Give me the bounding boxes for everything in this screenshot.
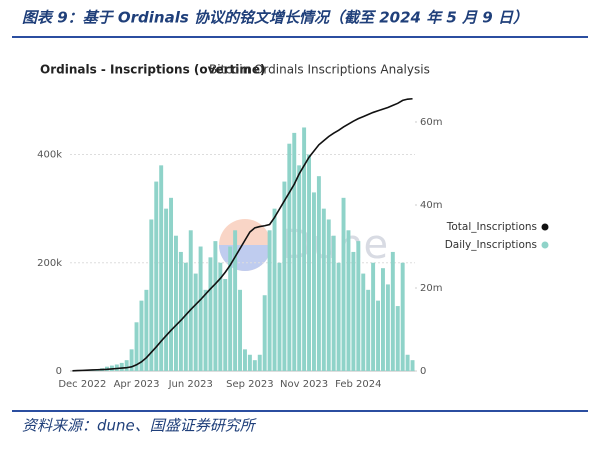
x-tick-label: Feb 2024	[335, 379, 381, 390]
bar	[233, 230, 238, 371]
bar	[134, 322, 139, 371]
bar	[287, 143, 292, 371]
bar	[331, 235, 336, 371]
legend-label: Total_Inscriptions	[446, 221, 537, 233]
chart-title: Ordinals - Inscriptions (overtime)	[40, 63, 265, 77]
x-tick-label: Nov 2023	[280, 379, 328, 390]
bar	[238, 289, 243, 371]
bar	[292, 132, 297, 371]
bar	[252, 360, 257, 371]
legend-swatch	[541, 241, 549, 249]
x-tick-label: Jun 2023	[168, 379, 213, 390]
bar	[366, 289, 371, 371]
x-tick-label: Apr 2023	[114, 379, 160, 390]
bar	[316, 176, 321, 371]
bar	[341, 197, 346, 371]
bar	[267, 230, 272, 371]
bar	[213, 241, 218, 371]
bar	[311, 192, 316, 371]
bar	[410, 360, 415, 371]
y2-tick-label: 40m	[420, 200, 442, 211]
bar	[282, 181, 287, 371]
bar	[203, 289, 208, 371]
y2-tick-label: 60m	[420, 117, 442, 128]
bar	[336, 262, 341, 371]
bar	[139, 300, 144, 371]
x-tick-label: Dec 2022	[58, 379, 106, 390]
bar	[218, 262, 223, 371]
y-tick-label: 0	[56, 366, 62, 377]
x-tick-label: Sep 2023	[226, 379, 273, 390]
bar	[361, 273, 366, 371]
bar	[178, 251, 183, 371]
bar	[321, 208, 326, 371]
bar	[242, 349, 247, 371]
bar	[183, 262, 188, 371]
bar	[149, 219, 154, 371]
bar	[124, 360, 129, 371]
y-tick-label: 400k	[37, 150, 62, 161]
bar	[173, 235, 178, 371]
y2-tick-label: 20m	[420, 283, 442, 294]
bar	[144, 289, 149, 371]
bar	[277, 262, 282, 371]
bar	[351, 251, 356, 371]
bar	[257, 354, 262, 371]
bar	[376, 300, 381, 371]
bar	[405, 354, 410, 371]
chart-subtitle: Bitcoin Ordinals Inscriptions Analysis	[209, 63, 430, 77]
legend-swatch	[541, 223, 549, 231]
source-note: 资料来源：dune、国盛证券研究所	[22, 417, 257, 435]
bar	[395, 306, 400, 371]
bar	[247, 354, 252, 371]
bar	[272, 208, 277, 371]
line	[72, 97, 413, 372]
bar	[129, 349, 134, 371]
bar	[223, 279, 228, 371]
bar	[390, 251, 395, 371]
bar	[154, 181, 159, 371]
bar	[371, 262, 376, 371]
bar	[262, 295, 267, 371]
bar	[400, 262, 405, 371]
bar	[297, 165, 302, 371]
bar	[169, 197, 174, 371]
bar	[159, 165, 164, 371]
bar	[228, 246, 233, 371]
bar	[346, 230, 351, 371]
bar	[307, 154, 312, 371]
bar	[326, 219, 331, 371]
bar	[385, 284, 390, 371]
y-tick-label: 200k	[37, 258, 62, 269]
bar	[119, 362, 124, 371]
bar	[302, 127, 307, 372]
legend-label: Daily_Inscriptions	[445, 239, 537, 251]
bar	[193, 273, 198, 371]
bar	[198, 246, 203, 371]
y2-tick-label: 0	[420, 366, 426, 377]
document-title: 图表 9：基于 Ordinals 协议的铭文增长情况（截至 2024 年 5 月…	[22, 9, 528, 27]
bar	[356, 241, 361, 371]
bar	[208, 257, 213, 371]
bar	[188, 230, 193, 371]
bar	[164, 208, 169, 371]
bar	[380, 268, 385, 371]
